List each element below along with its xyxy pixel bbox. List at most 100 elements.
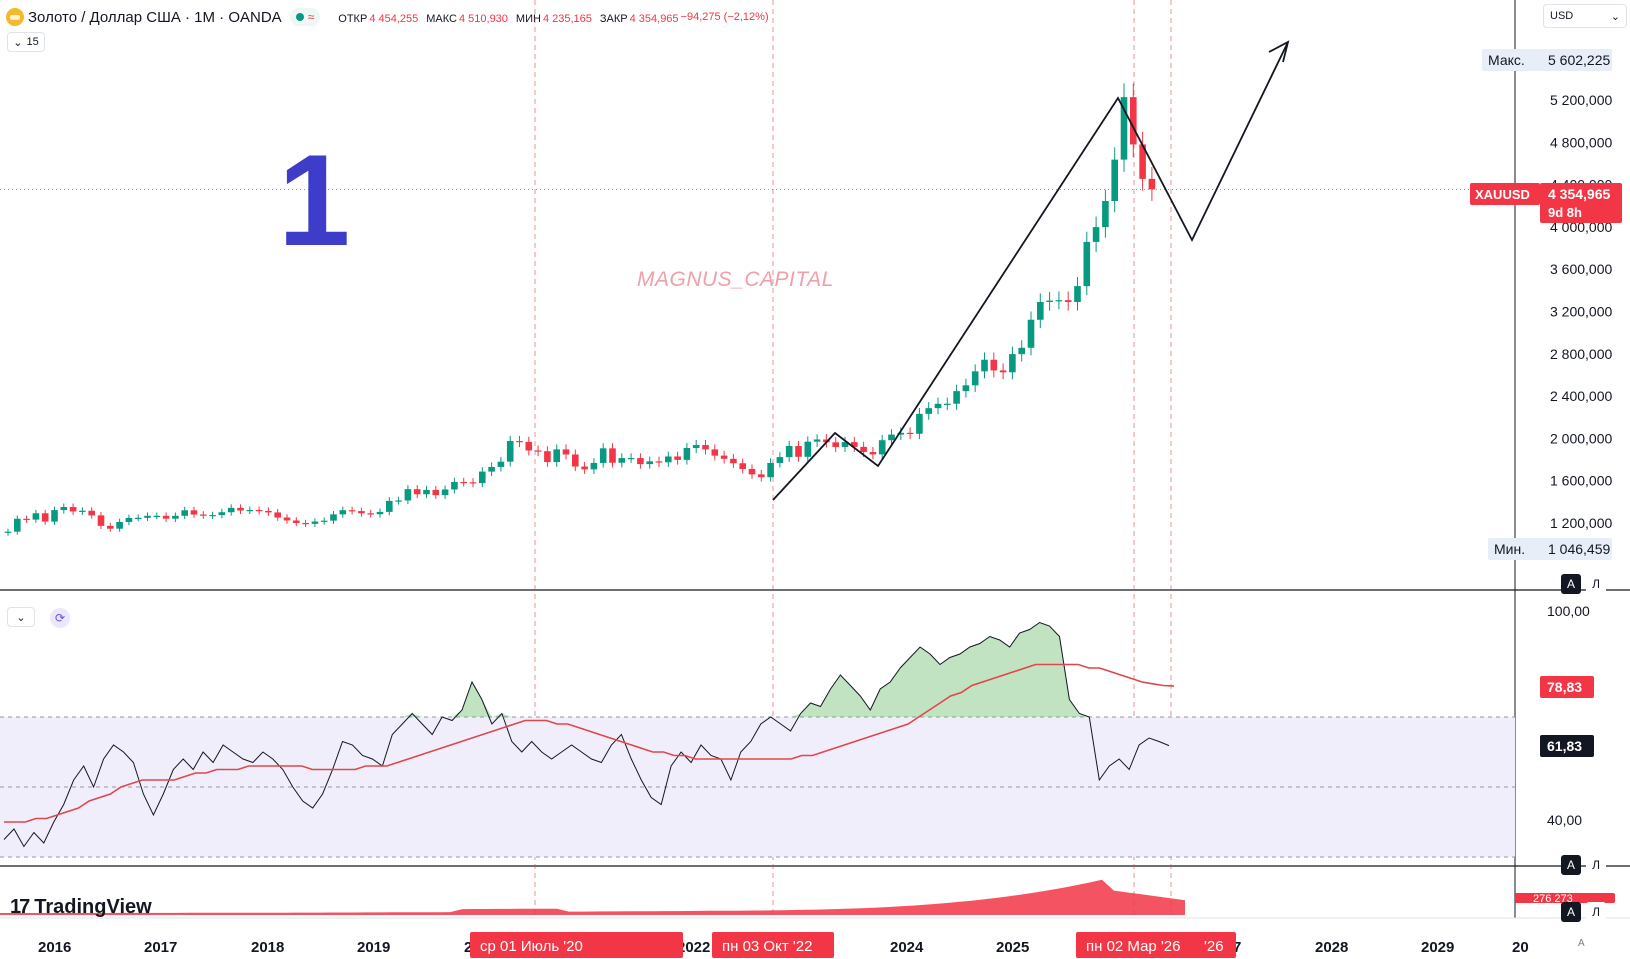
- time-marker-label: ср 01 Июль '20: [480, 938, 583, 955]
- volume-value-badge: [1515, 893, 1615, 903]
- price-tick-label: 2 400,000: [1550, 388, 1612, 404]
- candle-body: [878, 440, 886, 455]
- candle-body: [32, 513, 40, 520]
- candle-body: [23, 518, 30, 520]
- candle-body: [153, 515, 161, 518]
- candle-body: [274, 512, 281, 518]
- candle-body: [172, 515, 179, 519]
- time-tick-label: 2016: [38, 939, 71, 956]
- candle-body: [925, 408, 932, 414]
- time-tick-label: 2018: [251, 939, 284, 956]
- author-watermark: MAGNUS_CAPITAL: [637, 268, 834, 291]
- chevron-down-icon: ⌄: [13, 36, 23, 49]
- candle-body: [888, 434, 895, 441]
- price-tick-label: 2 000,000: [1550, 430, 1612, 446]
- symbol-title[interactable]: Золото / Доллар США · 1М · OANDA: [28, 8, 282, 26]
- candle-body: [1130, 97, 1137, 145]
- candle-body: [283, 517, 291, 521]
- last-price-value: 4 354,965: [1548, 186, 1610, 202]
- time-axis-auto-button[interactable]: A: [1578, 938, 1585, 949]
- rsi-tick-label: 40,00: [1547, 812, 1582, 828]
- candle-body: [1111, 159, 1118, 201]
- candle-body: [869, 452, 877, 455]
- volume-area: [0, 879, 1185, 915]
- candle-body: [451, 481, 458, 490]
- candle-body: [534, 450, 542, 452]
- candle-body: [469, 482, 477, 484]
- volume-log-scale-button[interactable]: Л: [1586, 902, 1606, 922]
- candle-body: [739, 463, 746, 469]
- candle-body: [479, 471, 486, 484]
- time-marker-badge: [1076, 932, 1220, 958]
- time-tick-label: 2024: [890, 939, 924, 956]
- rsi-log-scale-button[interactable]: Л: [1586, 855, 1606, 875]
- price-tick-label: 1 200,000: [1550, 515, 1612, 531]
- rsi-tick-label: 100,00: [1547, 603, 1590, 619]
- price-tick-label: 2 800,000: [1550, 346, 1612, 362]
- candle-body: [971, 371, 979, 386]
- candle-body: [144, 515, 151, 518]
- candle-body: [999, 370, 1007, 373]
- candle-body: [125, 517, 133, 522]
- candle-body: [107, 525, 114, 529]
- candle-body: [767, 462, 774, 478]
- market-status-pill[interactable]: ≈: [289, 8, 321, 26]
- rsi-collapse-button[interactable]: ⌄: [7, 607, 35, 627]
- candle-body: [497, 461, 505, 467]
- ohlc-label-закр: ЗАКР: [599, 13, 628, 25]
- time-tick-label: 2022: [677, 939, 710, 956]
- candle-body: [553, 449, 560, 463]
- min-price-badge: [1488, 538, 1612, 560]
- legend-collapse-button[interactable]: ⌄ 15: [7, 32, 45, 52]
- candle-body: [860, 446, 867, 453]
- candle-body: [1055, 300, 1063, 302]
- candle-body: [702, 445, 709, 450]
- candle-body: [1120, 97, 1128, 160]
- max-price-value: 5 602,225: [1548, 52, 1610, 68]
- time-tick-label: 2025: [996, 939, 1029, 956]
- candle-body: [953, 391, 960, 404]
- candle-body: [525, 441, 533, 451]
- rsi-auto-scale-button[interactable]: A: [1561, 855, 1581, 875]
- bar-countdown: 9d 8h: [1548, 205, 1582, 220]
- candle-body: [1074, 286, 1081, 302]
- candle-body: [358, 511, 365, 514]
- candle-body: [441, 489, 449, 496]
- candle-body: [758, 474, 765, 478]
- rsi-overbought-fill: [4, 622, 1169, 717]
- candle-body: [1139, 144, 1146, 179]
- candle-body: [832, 442, 839, 447]
- candle-body: [134, 517, 142, 520]
- tradingview-logo[interactable]: 17 TradingView: [10, 896, 152, 919]
- candle-body: [637, 458, 644, 465]
- candle-body: [423, 489, 430, 495]
- candle-body: [14, 518, 21, 532]
- candle-body: [804, 441, 812, 457]
- price-auto-scale-button[interactable]: A: [1561, 574, 1581, 594]
- candle-body: [97, 515, 105, 526]
- volume-auto-scale-button[interactable]: A: [1561, 902, 1581, 922]
- currency-select[interactable]: USD ⌄: [1543, 4, 1627, 28]
- candle-body: [544, 451, 551, 463]
- drawing-number-label[interactable]: 1: [278, 127, 351, 273]
- candle-body: [79, 510, 86, 512]
- arrow-head-icon: [1268, 40, 1290, 63]
- candle-body: [320, 520, 328, 522]
- candle-body: [981, 359, 988, 372]
- candle-body: [1018, 347, 1025, 355]
- candle-body: [646, 461, 653, 465]
- time-marker-label: пн 02 Мар '26: [1086, 938, 1181, 955]
- candle-body: [795, 446, 802, 457]
- price-log-scale-button[interactable]: Л: [1586, 574, 1606, 594]
- rsi-ma-line: [4, 663, 1175, 823]
- tradingview-logo-icon: 17: [10, 896, 30, 918]
- refresh-icon[interactable]: ⟳: [50, 608, 70, 628]
- candle-body: [311, 521, 319, 524]
- data-delay-icon: ≈: [307, 10, 315, 24]
- candle-body: [516, 441, 523, 443]
- candle-body: [813, 439, 821, 442]
- candle-body: [841, 442, 849, 447]
- time-marker-badge: [1194, 932, 1236, 958]
